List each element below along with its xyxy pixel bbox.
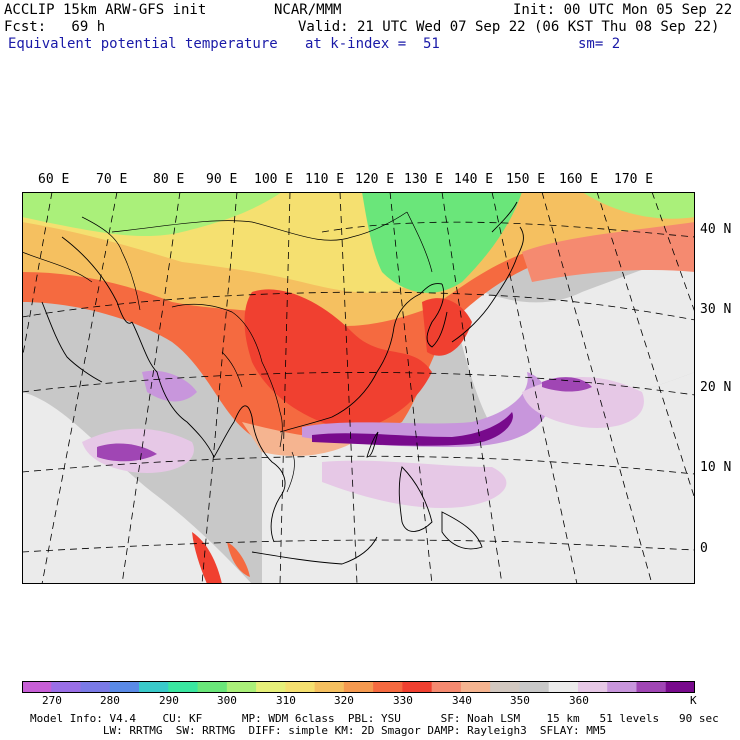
colorbar-tick-label: 290 — [159, 694, 179, 707]
colorbar-tick-label: 300 — [217, 694, 237, 707]
lon-label: 160 E — [559, 172, 599, 187]
field-red-core — [422, 298, 472, 356]
colorbar-tick-label: 360 — [569, 694, 589, 707]
field-lilac-patch — [322, 460, 507, 508]
colorbar-swatch — [665, 681, 695, 693]
field-green-region — [582, 192, 695, 219]
colorbar-tick-label: 320 — [334, 694, 354, 707]
lat-label: 30 N — [700, 302, 732, 317]
colorbar-swatch — [460, 681, 491, 693]
field-name: Equivalent potential temperature — [8, 36, 278, 52]
field-red-spot — [227, 542, 250, 577]
lon-label: 100 E — [254, 172, 294, 187]
model-info-line1: Model Info: V4.4 CU: KF MP: WDM 6class P… — [30, 712, 719, 725]
colorbar-swatch — [636, 681, 667, 693]
lon-label: 150 E — [506, 172, 546, 187]
field-purple-patch — [542, 377, 592, 392]
institution-label: NCAR/MMM — [274, 2, 342, 18]
colorbar-swatch — [285, 681, 316, 693]
lat-label: 40 N — [700, 222, 732, 237]
smoothing-label: sm= 2 — [578, 36, 621, 52]
colorbar-swatch — [577, 681, 608, 693]
field-red-spot — [192, 532, 222, 584]
colorbar-tick-label: 280 — [100, 694, 120, 707]
field-purple-patch — [312, 412, 513, 446]
colorbar-swatch — [226, 681, 257, 693]
graticule — [22, 192, 695, 584]
lon-label: 110 E — [305, 172, 345, 187]
lat-label: 20 N — [700, 380, 732, 395]
colorbar-tick-label: 310 — [276, 694, 296, 707]
field-salmon-region — [522, 222, 695, 282]
colorbar-swatch — [519, 681, 550, 693]
lon-label: 60 E — [38, 172, 70, 187]
lat-label: 0 — [700, 541, 708, 556]
country-borders — [22, 211, 433, 493]
colorbar — [22, 681, 695, 693]
colorbar-tick-label: 340 — [452, 694, 472, 707]
field-green-region — [22, 192, 282, 237]
field-red-core — [244, 289, 432, 432]
lon-label: 140 E — [454, 172, 494, 187]
field-green-region — [362, 192, 522, 293]
colorbar-swatch — [548, 681, 579, 693]
colorbar-tick-label: 270 — [42, 694, 62, 707]
colorbar-unit: K — [690, 694, 697, 707]
lon-label: 90 E — [206, 172, 238, 187]
colorbar-swatch — [490, 681, 520, 693]
valid-time: Valid: 21 UTC Wed 07 Sep 22 (06 KST Thu … — [298, 19, 720, 35]
field-purple-patch — [142, 370, 197, 402]
lon-label: 170 E — [614, 172, 654, 187]
colorbar-swatch — [168, 681, 199, 693]
colorbar-swatch — [314, 681, 345, 693]
field-white-region — [442, 252, 695, 427]
colorbar-swatch — [402, 681, 433, 693]
lon-label: 70 E — [96, 172, 128, 187]
lat-label: 10 N — [700, 460, 732, 475]
field-salmon-region — [242, 422, 362, 457]
field-purple-patch — [302, 372, 549, 447]
colorbar-tick-label: 330 — [393, 694, 413, 707]
colorbar-swatch — [109, 681, 140, 693]
colorbar-swatch — [139, 681, 169, 693]
lon-label: 120 E — [355, 172, 395, 187]
colorbar-swatch — [51, 681, 82, 693]
colorbar-swatch — [373, 681, 403, 693]
colorbar-swatch — [431, 681, 462, 693]
colorbar-swatch — [22, 681, 52, 693]
model-info-line2: LW: RRTMG SW: RRTMG DIFF: simple KM: 2D … — [30, 724, 607, 737]
map-frame — [22, 192, 695, 584]
coastlines — [41, 201, 524, 565]
equivalent-potential-temperature-map — [22, 192, 695, 584]
colorbar-swatch — [607, 681, 637, 693]
colorbar-swatch — [256, 681, 286, 693]
lon-label: 80 E — [153, 172, 185, 187]
colorbar-swatch — [197, 681, 228, 693]
level-index: at k-index = 51 — [305, 36, 440, 52]
forecast-hour: Fcst: 69 h — [4, 19, 106, 35]
model-title: ACCLIP 15km ARW-GFS init — [4, 2, 207, 18]
colorbar-frame — [22, 681, 695, 693]
colorbar-tick-label: 350 — [510, 694, 530, 707]
init-time: Init: 00 UTC Mon 05 Sep 22 — [513, 2, 733, 18]
colorbar-swatch — [343, 681, 374, 693]
lon-label: 130 E — [404, 172, 444, 187]
colorbar-swatch — [80, 681, 111, 693]
